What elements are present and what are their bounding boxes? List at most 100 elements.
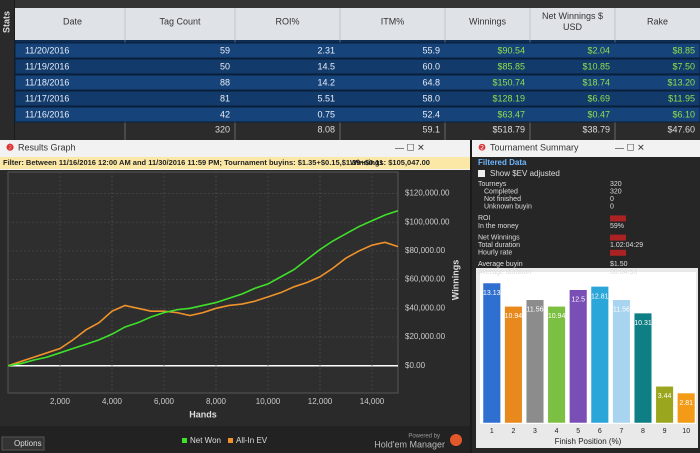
x-tick-label: 1 [490, 428, 494, 435]
powered-by: Powered by [408, 434, 440, 440]
table-cell: 11/19/2016 [25, 61, 69, 71]
stat-value: $1.50 [610, 261, 628, 268]
stat-value: 320 [610, 188, 622, 195]
x-tick-label: 4,000 [102, 397, 123, 406]
bar [655, 386, 674, 424]
summary-titlebar [472, 140, 700, 157]
bar-value-label: 12.5 [571, 297, 585, 304]
bar-value-label: 2.81 [679, 400, 693, 407]
options-button[interactable] [1, 436, 45, 451]
table-row [14, 42, 700, 59]
window-controls[interactable]: — ☐ ✕ [395, 142, 425, 152]
total-cell: $38.79 [582, 124, 610, 134]
sidebar-label[interactable]: Stats [1, 11, 11, 33]
column-header[interactable]: ROI% [275, 16, 299, 26]
x-tick-label: 14,000 [360, 397, 385, 406]
x-tick-label: 6,000 [154, 397, 175, 406]
x-tick-label: 7 [619, 428, 623, 435]
bar [677, 392, 696, 424]
table-cell: $6.10 [672, 109, 695, 119]
options-label[interactable]: Options [14, 439, 42, 448]
table-cell: $63.47 [497, 109, 525, 119]
table-cell: $18.74 [582, 77, 610, 87]
footer [0, 426, 470, 453]
table-cell: 11/17/2016 [25, 93, 69, 103]
y-axis-label: Winnings [450, 260, 460, 300]
x-tick-label: 10,000 [256, 397, 281, 406]
column-header[interactable]: Net Winnings $ USD [542, 11, 603, 32]
column-header[interactable]: Winnings [469, 16, 507, 26]
table-cell: $11.95 [668, 93, 695, 103]
table-row [14, 90, 700, 107]
filter-text: Filter: Between 11/16/2016 12:00 AM and … [3, 158, 383, 167]
window-controls[interactable]: — ☐ ✕ [615, 142, 645, 152]
table-cell: $6.69 [587, 93, 610, 103]
stat-label: ROI [478, 215, 491, 222]
stat-label: Completed [484, 188, 518, 195]
line-series [7, 241, 399, 367]
x-axis-label: Hands [189, 409, 217, 419]
table-cell: 14.5 [317, 61, 335, 71]
header-line: USD [563, 22, 583, 32]
column-header[interactable]: Date [63, 16, 82, 26]
bar [612, 299, 631, 424]
bar-value-label: 3.44 [658, 393, 672, 400]
redacted-value [610, 234, 626, 241]
legend-label: All-In EV [236, 436, 268, 445]
brand-logo [450, 434, 462, 446]
bar-value-label: 10.31 [634, 320, 652, 327]
total-cell: 320 [215, 124, 230, 134]
redacted-value [610, 215, 626, 222]
stat-label: Average duration [478, 269, 531, 276]
app-icon: ❷ [6, 142, 14, 152]
y-tick-label: $60,000.00 [405, 275, 446, 284]
column-header[interactable]: Tag Count [159, 16, 201, 26]
stat-label: Total duration [478, 242, 520, 249]
table-row [14, 106, 700, 123]
table-cell: $90.54 [497, 45, 525, 55]
bar [633, 312, 653, 424]
x-tick-label: 10 [682, 428, 690, 435]
table-row [14, 74, 700, 91]
stat-label: Hourly rate [478, 250, 512, 257]
table-cell: $10.85 [582, 61, 610, 71]
y-tick-label: $20,000.00 [405, 332, 446, 341]
table-cell: 11/18/2016 [25, 77, 69, 87]
table-cell: 11/16/2016 [25, 109, 69, 119]
column-header[interactable]: Rake [647, 16, 668, 26]
window-title: Results Graph [18, 142, 76, 152]
bar-value-label: 10.94 [505, 313, 523, 320]
x-tick-label: 3 [533, 428, 537, 435]
x-tick-label: 6 [598, 428, 602, 435]
table-cell: 14.2 [317, 77, 335, 87]
app-icon: ❷ [478, 142, 486, 152]
bar-value-label: 13.13 [483, 290, 501, 297]
bar-value-label: 11.56 [527, 307, 544, 314]
total-cell: 59.1 [422, 124, 440, 134]
total-cell: $47.60 [667, 124, 695, 134]
stat-label: Not finished [484, 196, 521, 203]
checkbox[interactable] [478, 170, 485, 177]
checkbox-label[interactable]: Show $EV adjusted [490, 169, 560, 178]
line-series [7, 209, 399, 367]
table-cell: $85.85 [497, 61, 525, 71]
y-tick-label: $120,000.00 [405, 189, 450, 198]
y-tick-label: $40,000.00 [405, 303, 446, 312]
table-cell: 88 [220, 77, 230, 87]
x-tick-label: 4 [555, 428, 559, 435]
total-cell: 8.08 [317, 124, 335, 134]
column-header[interactable]: ITM% [381, 16, 405, 26]
table-cell: 52.4 [422, 109, 440, 119]
x-tick-label: 9 [663, 428, 667, 435]
legend-swatch [228, 438, 233, 443]
stat-value: 0 [610, 196, 614, 203]
table-cell: $8.85 [672, 45, 695, 55]
x-tick-label: 8,000 [206, 397, 227, 406]
stat-label: Average buyin [478, 261, 523, 268]
bar [547, 306, 566, 424]
header-line: Net Winnings $ [542, 11, 603, 21]
plot-area [7, 171, 399, 394]
table-cell: 50 [220, 61, 230, 71]
